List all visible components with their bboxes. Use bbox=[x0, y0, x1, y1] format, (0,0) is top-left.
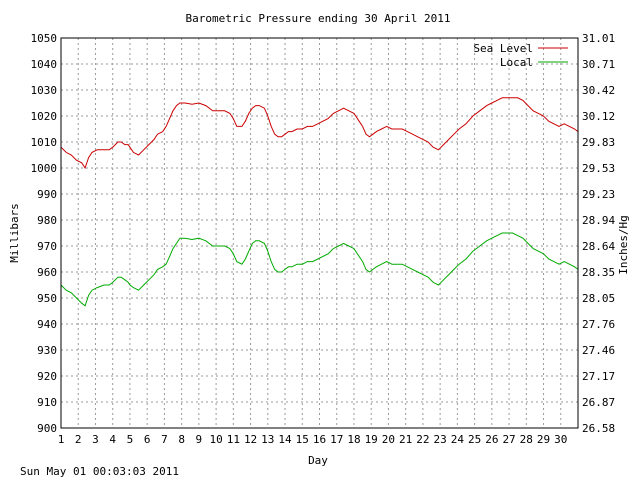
y-tick-label-right: 27.76 bbox=[582, 318, 615, 331]
y-tick-label-right: 29.53 bbox=[582, 162, 615, 175]
y-tick-label-right: 30.71 bbox=[582, 58, 615, 71]
x-tick-label: 6 bbox=[144, 433, 151, 446]
x-tick-label: 21 bbox=[399, 433, 412, 446]
x-axis-label: Day bbox=[308, 454, 328, 467]
x-tick-label: 8 bbox=[178, 433, 185, 446]
y-tick-label-left: 1030 bbox=[31, 84, 58, 97]
y-tick-label-left: 1000 bbox=[31, 162, 58, 175]
y-tick-label-right: 30.12 bbox=[582, 110, 615, 123]
x-tick-label: 26 bbox=[485, 433, 498, 446]
x-tick-label: 4 bbox=[109, 433, 116, 446]
x-tick-label: 25 bbox=[468, 433, 481, 446]
x-tick-label: 30 bbox=[554, 433, 567, 446]
y-tick-label-left: 900 bbox=[37, 422, 57, 435]
y-tick-label-left: 950 bbox=[37, 292, 57, 305]
y-tick-label-right: 28.05 bbox=[582, 292, 615, 305]
x-tick-label: 15 bbox=[296, 433, 309, 446]
x-tick-label: 3 bbox=[92, 433, 99, 446]
y-tick-label-left: 1020 bbox=[31, 110, 58, 123]
x-tick-label: 1 bbox=[58, 433, 65, 446]
x-tick-label: 20 bbox=[382, 433, 395, 446]
y-tick-label-right: 27.46 bbox=[582, 344, 615, 357]
y-tick-label-right: 29.83 bbox=[582, 136, 615, 149]
y-tick-label-right: 29.23 bbox=[582, 188, 615, 201]
x-tick-label: 28 bbox=[520, 433, 533, 446]
x-tick-label: 18 bbox=[347, 433, 360, 446]
x-tick-label: 23 bbox=[434, 433, 447, 446]
y-tick-label-left: 920 bbox=[37, 370, 57, 383]
x-tick-label: 13 bbox=[261, 433, 274, 446]
x-tick-label: 27 bbox=[502, 433, 515, 446]
y-tick-label-right: 28.64 bbox=[582, 240, 615, 253]
x-tick-label: 10 bbox=[209, 433, 222, 446]
axis-ticks: 1 2 3 4 5 6 7 8 9 10 11 12 13 14 15 16 17 18 19 20 21 22 23 24 2… bbox=[31, 32, 616, 446]
y-tick-label-left: 960 bbox=[37, 266, 57, 279]
x-tick-label: 22 bbox=[416, 433, 429, 446]
y-tick-label-left: 980 bbox=[37, 214, 57, 227]
series-line-sea-level bbox=[60, 97, 579, 170]
y-axis-label-right: Inches/Hg bbox=[617, 215, 630, 275]
legend-label-local: Local bbox=[500, 56, 533, 69]
y-tick-label-right: 26.87 bbox=[582, 396, 615, 409]
y-tick-label-left: 970 bbox=[37, 240, 57, 253]
y-tick-label-left: 1040 bbox=[31, 58, 58, 71]
y-tick-label-right: 28.94 bbox=[582, 214, 615, 227]
y-tick-label-right: 30.42 bbox=[582, 84, 615, 97]
series-line-local bbox=[60, 232, 579, 307]
y-tick-label-left: 930 bbox=[37, 344, 57, 357]
y-axis-label-left: Millibars bbox=[8, 203, 21, 263]
x-tick-label: 12 bbox=[244, 433, 257, 446]
y-tick-label-left: 1050 bbox=[31, 32, 58, 45]
y-tick-label-left: 910 bbox=[37, 396, 57, 409]
x-tick-label: 7 bbox=[161, 433, 168, 446]
y-tick-label-right: 27.17 bbox=[582, 370, 615, 383]
x-tick-label: 2 bbox=[75, 433, 82, 446]
x-tick-label: 9 bbox=[196, 433, 203, 446]
x-tick-label: 5 bbox=[127, 433, 134, 446]
x-tick-label: 19 bbox=[365, 433, 378, 446]
y-tick-label-left: 990 bbox=[37, 188, 57, 201]
y-tick-label-left: 1010 bbox=[31, 136, 58, 149]
x-tick-label: 29 bbox=[537, 433, 550, 446]
series-lines bbox=[60, 97, 579, 307]
y-tick-label-left: 940 bbox=[37, 318, 57, 331]
chart-title: Barometric Pressure ending 30 April 2011 bbox=[186, 12, 451, 25]
legend-label-sea-level: Sea Level bbox=[473, 42, 533, 55]
legend: Sea Level Local bbox=[473, 42, 568, 69]
x-tick-label: 11 bbox=[227, 433, 240, 446]
y-tick-label-right: 28.35 bbox=[582, 266, 615, 279]
x-tick-label: 17 bbox=[330, 433, 343, 446]
y-tick-label-right: 31.01 bbox=[582, 32, 615, 45]
x-tick-label: 24 bbox=[451, 433, 465, 446]
footer-timestamp: Sun May 01 00:03:03 2011 bbox=[20, 465, 179, 478]
y-tick-label-right: 26.58 bbox=[582, 422, 615, 435]
x-tick-label: 16 bbox=[313, 433, 326, 446]
grid bbox=[61, 38, 578, 428]
x-tick-label: 14 bbox=[278, 433, 292, 446]
plot-area-frame bbox=[60, 37, 579, 429]
